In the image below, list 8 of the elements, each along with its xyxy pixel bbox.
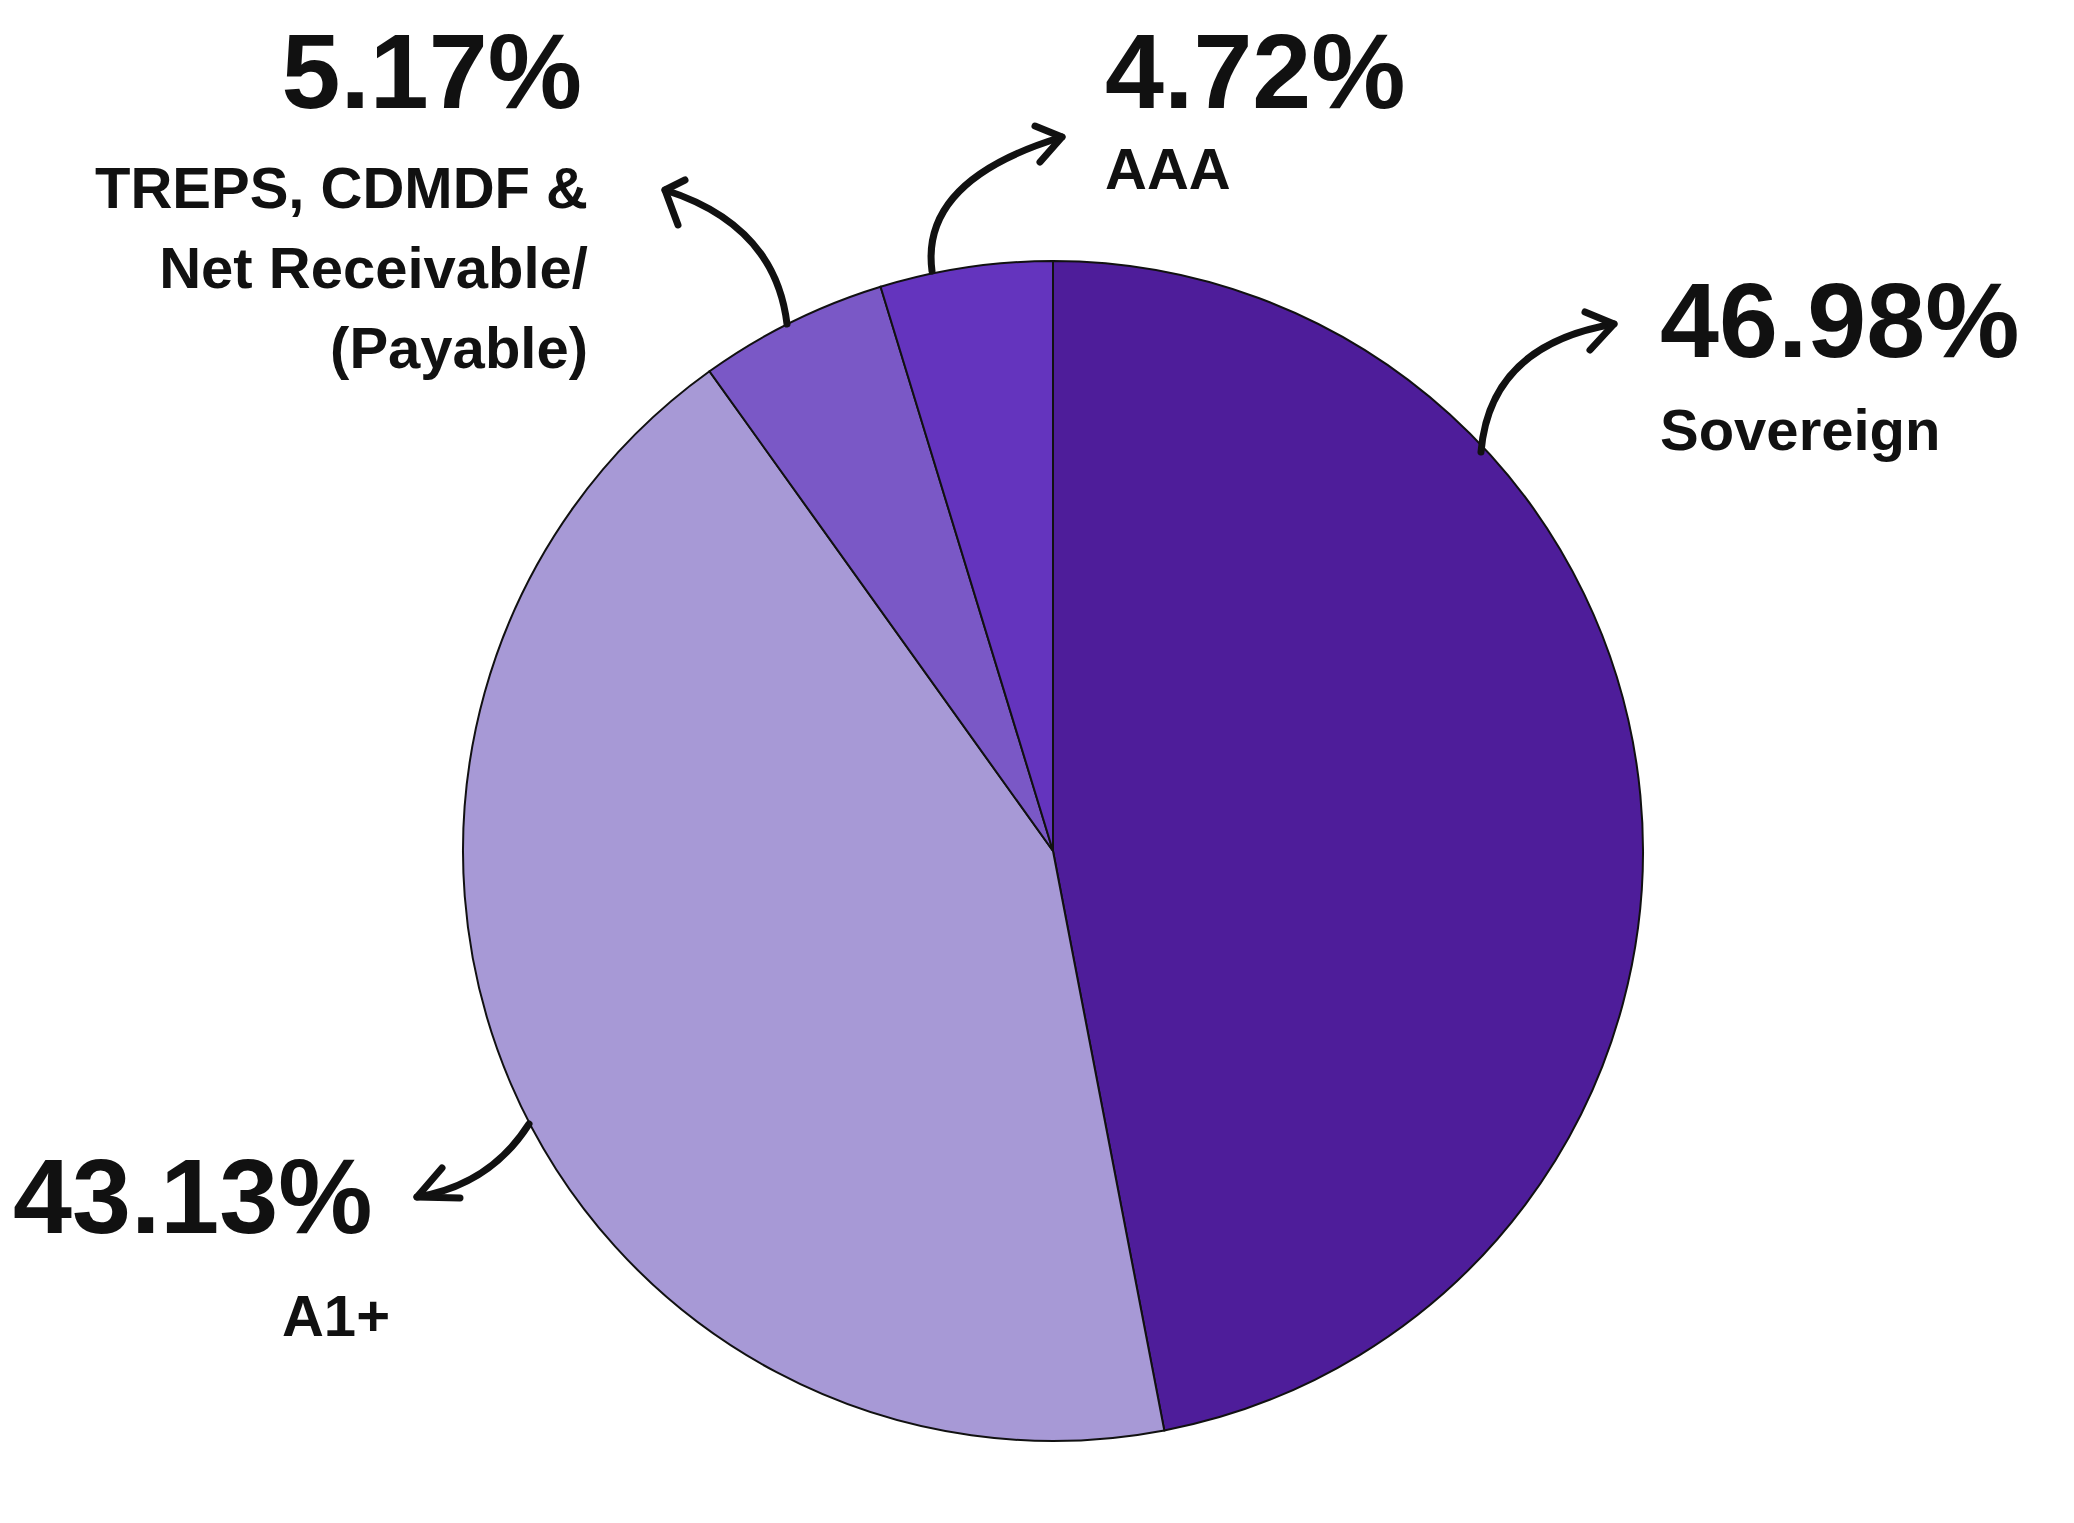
data-label: 4.72% — [1105, 12, 1406, 130]
data-label: 43.13% — [13, 1137, 373, 1255]
legend-label: AAA — [1105, 136, 1231, 201]
slice-label: A1+ — [281, 1283, 390, 1348]
slice-label: Sovereign — [1660, 397, 1941, 462]
data-label: 46.98% — [1660, 261, 2020, 379]
slice-label: TREPS, CDMDF & Net Receivable/ (Payable) — [95, 155, 588, 380]
data-label: 5.17% — [281, 12, 582, 130]
